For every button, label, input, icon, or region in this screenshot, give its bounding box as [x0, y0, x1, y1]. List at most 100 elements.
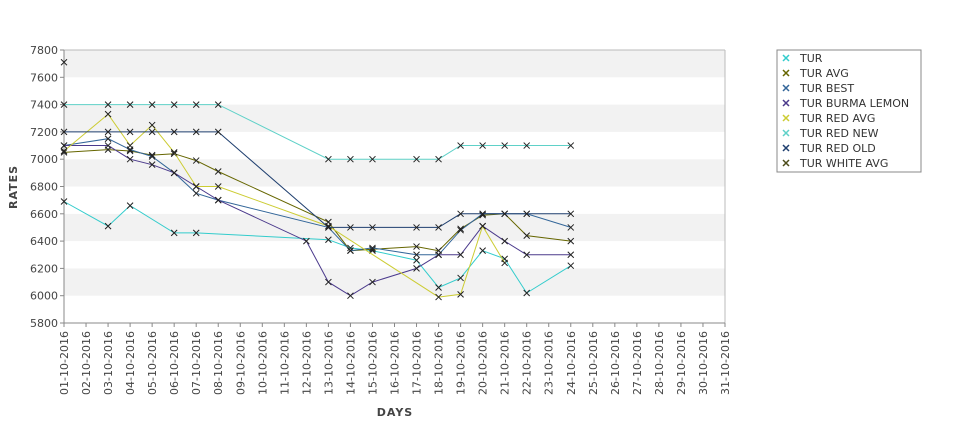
- data-point: [567, 237, 575, 245]
- legend-label: TUR BEST: [799, 82, 854, 95]
- x-tick-label: 20-10-2016: [477, 331, 490, 395]
- data-point: [170, 101, 178, 108]
- data-point: [347, 224, 354, 231]
- data-point: [60, 149, 68, 156]
- x-tick-label: 08-10-2016: [212, 331, 225, 395]
- data-point: [523, 210, 531, 218]
- data-point: [148, 153, 156, 160]
- data-point: [413, 265, 420, 272]
- x-tick-label: 29-10-2016: [675, 331, 688, 395]
- data-point: [214, 101, 222, 108]
- y-axis-title: RATES: [7, 165, 20, 209]
- data-point: [126, 155, 134, 163]
- x-tick-label: 03-10-2016: [102, 331, 115, 395]
- y-tick-label: 7600: [30, 71, 58, 84]
- data-point: [126, 128, 134, 136]
- data-point: [104, 101, 112, 108]
- grid-band: [64, 131, 725, 160]
- x-axis-title: DAYS: [377, 406, 413, 419]
- data-point: [126, 101, 134, 108]
- x-tick-label: 31-10-2016: [719, 331, 732, 395]
- x-tick-label: 27-10-2016: [631, 331, 644, 395]
- data-point: [457, 142, 464, 149]
- data-point: [501, 210, 509, 218]
- series: [60, 58, 68, 66]
- y-tick-label: 7000: [30, 153, 58, 166]
- data-point: [60, 128, 68, 136]
- data-point: [214, 128, 222, 136]
- data-point: [192, 101, 200, 108]
- x-tick-label: 02-10-2016: [80, 331, 93, 395]
- data-point: [413, 243, 420, 250]
- data-point: [523, 251, 531, 259]
- data-point: [479, 211, 486, 219]
- x-tick-label: 13-10-2016: [322, 331, 335, 395]
- data-point: [435, 224, 442, 231]
- legend-label: TUR RED OLD: [799, 142, 876, 155]
- series-layer: [60, 58, 575, 301]
- data-point: [457, 274, 464, 282]
- data-point: [325, 222, 332, 230]
- legend-marker: [782, 54, 790, 62]
- data-point: [435, 284, 442, 291]
- data-point: [347, 155, 354, 163]
- y-tick-label: 6200: [30, 262, 58, 275]
- data-point: [325, 236, 332, 244]
- grid-band: [64, 77, 725, 105]
- y-tick-label: 6000: [30, 290, 58, 303]
- data-point: [126, 142, 134, 149]
- data-point: [457, 290, 464, 298]
- data-point: [60, 142, 68, 149]
- data-point: [170, 128, 178, 136]
- data-point: [192, 128, 200, 136]
- data-point: [435, 251, 442, 259]
- x-tick-label: 01-10-2016: [58, 331, 71, 395]
- grid-band: [64, 268, 725, 296]
- x-tick-label: 15-10-2016: [366, 331, 379, 395]
- x-tick-label: 09-10-2016: [234, 331, 247, 395]
- data-point: [104, 222, 112, 230]
- data-point: [369, 244, 376, 252]
- data-point: [369, 245, 376, 253]
- data-point: [192, 183, 200, 190]
- data-point: [435, 293, 442, 301]
- data-point: [523, 289, 531, 297]
- series-line: [63, 113, 506, 298]
- data-point: [60, 101, 68, 108]
- series: [60, 198, 575, 297]
- data-point: [192, 157, 200, 164]
- legend-marker: [782, 129, 790, 137]
- data-point: [126, 202, 134, 209]
- data-point: [347, 292, 354, 300]
- data-point: [325, 278, 332, 286]
- data-point: [148, 161, 156, 169]
- x-tick-label: 18-10-2016: [433, 331, 446, 395]
- data-point: [501, 259, 509, 267]
- data-point: [347, 244, 354, 252]
- legend-box: [776, 49, 922, 173]
- legend-label: TUR AVG: [799, 67, 849, 80]
- x-tick-label: 05-10-2016: [146, 331, 159, 395]
- data-point: [104, 135, 112, 143]
- y-tick-label: 7200: [30, 126, 58, 139]
- data-point: [170, 169, 178, 177]
- y-tick-label: 6600: [30, 208, 58, 221]
- legend-marker: [782, 144, 790, 152]
- data-point: [303, 237, 310, 245]
- data-point: [148, 101, 156, 108]
- legend-label: TUR RED NEW: [799, 127, 879, 140]
- x-tick-label: 25-10-2016: [587, 331, 600, 395]
- data-point: [60, 58, 68, 66]
- data-point: [523, 232, 531, 239]
- legend: TUR TUR AVG TUR BEST TUR BURMA LEMON TUR RED…: [776, 49, 922, 173]
- legend-label: TUR RED AVG: [799, 112, 875, 125]
- x-tick-label: 16-10-2016: [389, 331, 402, 395]
- data-point: [567, 142, 575, 149]
- legend-marker: [782, 84, 790, 92]
- data-point: [523, 142, 531, 149]
- y-axis: 5800 6000 6200 6400 6600 6800 7000 7200 7400 7600…: [30, 44, 64, 330]
- data-point: [170, 229, 178, 237]
- legend-marker: [782, 114, 790, 122]
- data-point: [479, 247, 486, 255]
